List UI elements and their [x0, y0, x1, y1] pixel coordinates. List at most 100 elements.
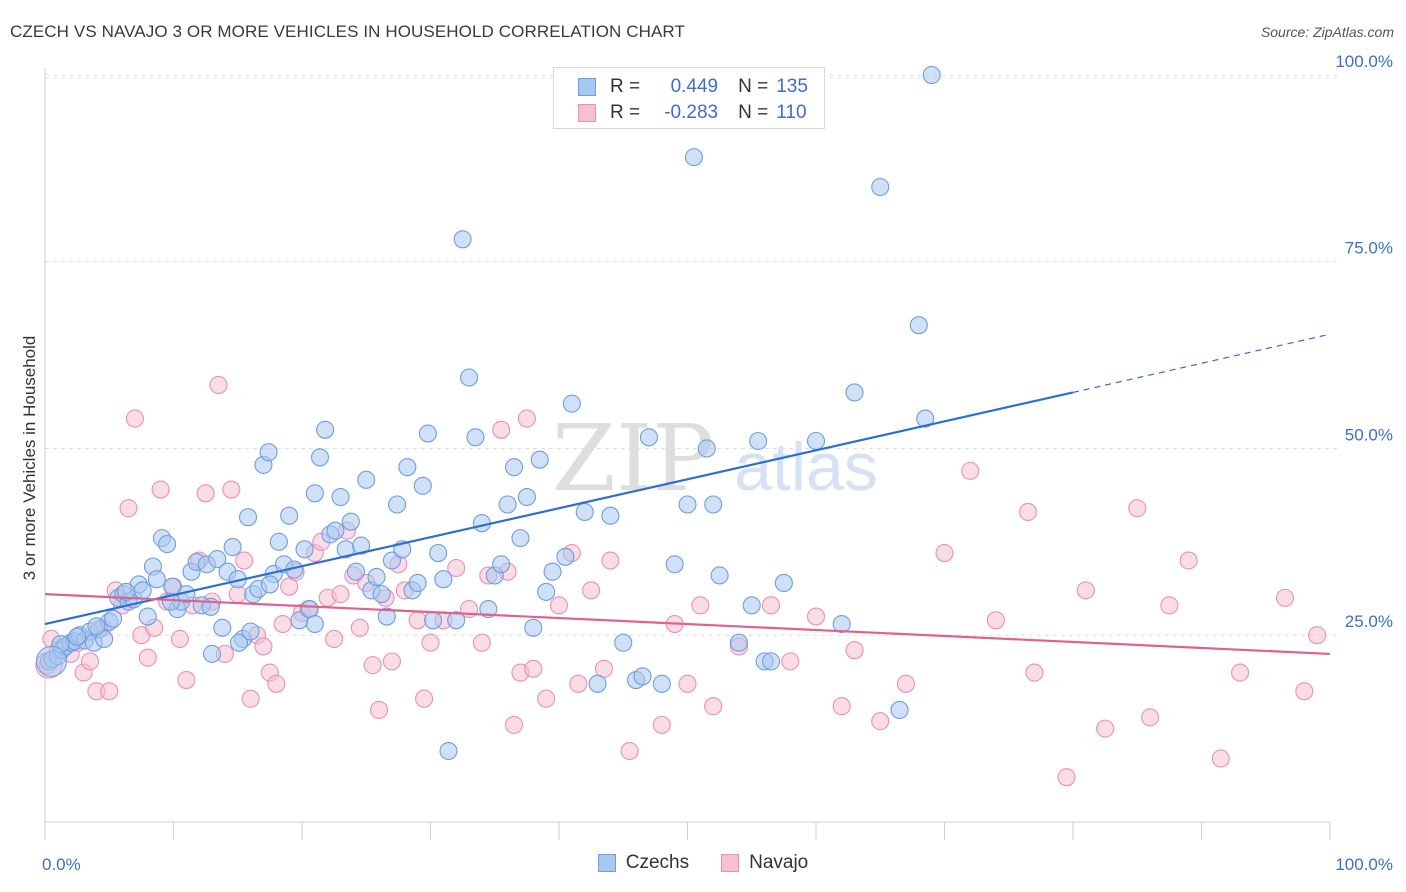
watermark-zip: ZIP: [552, 405, 714, 512]
navajo-point: [408, 611, 427, 630]
navajo-point: [1076, 581, 1095, 600]
czechs-point: [704, 495, 723, 514]
czechs-point: [601, 506, 620, 525]
czechs-point: [459, 368, 479, 387]
r-value: 0.449: [670, 76, 719, 97]
legend-item-navajo[interactable]: Navajo: [721, 852, 808, 874]
navajo-point: [170, 629, 189, 649]
czechs-point: [280, 506, 299, 525]
n-label: N =: [738, 76, 769, 97]
navajo-point: [177, 671, 196, 690]
czechs-point: [429, 544, 448, 563]
x-tick-label-max: 100.0%: [1335, 855, 1393, 874]
navajo-point: [325, 629, 344, 649]
czechs-point: [761, 652, 781, 671]
czechs-point: [260, 575, 279, 594]
navajo-point: [151, 480, 170, 499]
czechs-point: [922, 65, 941, 84]
navajo-point: [517, 409, 536, 428]
czechs-point: [213, 618, 232, 637]
n-value: 135: [776, 76, 808, 97]
czechs-point: [845, 383, 864, 402]
navajo-point: [549, 596, 569, 615]
correlation-legend: R = 0.449 N = 135 R = -0.283 N = 110: [553, 67, 825, 129]
navajo-point: [620, 741, 639, 761]
czechs-point: [305, 484, 324, 503]
czechs-point: [424, 611, 443, 630]
navajo-point: [678, 674, 697, 693]
czechs-point: [408, 573, 427, 592]
tick-labels: 25.0% 50.0% 75.0% 100.0% 0.0% 100.0%: [42, 52, 1393, 874]
n-label: N =: [738, 102, 769, 123]
czechs-point: [633, 667, 652, 686]
y-tick-label: 50.0%: [1345, 425, 1393, 444]
czechs-point: [316, 420, 335, 439]
navajo-point: [138, 648, 157, 667]
navajo-point: [704, 697, 723, 716]
czechs-point: [524, 618, 543, 637]
czechs-point: [229, 633, 249, 652]
czechs-point: [832, 614, 851, 634]
navajo-point: [80, 652, 100, 671]
czechs-point: [710, 566, 729, 585]
r-value: -0.283: [664, 102, 719, 123]
navajo-point: [447, 558, 466, 578]
navajo-point: [472, 633, 491, 652]
navajo-point: [1179, 551, 1198, 570]
czechs-point: [498, 495, 517, 514]
navajo-point: [935, 544, 954, 563]
czechs-point: [890, 700, 909, 719]
navajo-point: [100, 682, 119, 701]
navajo-point: [845, 641, 864, 660]
navajo-point: [331, 585, 350, 604]
navajo-point: [986, 611, 1005, 630]
czechs-point: [530, 450, 549, 469]
czechs-point: [241, 622, 260, 641]
czechs-point: [774, 573, 793, 592]
czechs-point: [543, 562, 562, 581]
czechs-point: [639, 428, 659, 447]
czechs-point: [479, 600, 498, 619]
czechs-point: [614, 633, 633, 652]
czechs-point: [326, 521, 345, 540]
series-legend: Czechs Navajo: [0, 852, 1406, 874]
czechs-point: [158, 535, 177, 554]
navajo-point: [601, 551, 620, 570]
czechs-swatch: [578, 78, 596, 96]
czechs-point: [372, 585, 391, 604]
czechs-point: [138, 607, 157, 626]
x-tick-label-min: 0.0%: [42, 855, 81, 874]
navajo-point: [492, 420, 511, 439]
navajo-point: [382, 652, 402, 671]
czechs-point: [367, 567, 386, 587]
czechs-point: [352, 536, 371, 555]
czechs-point: [116, 582, 136, 601]
navajo-trend-line: [44, 593, 1331, 656]
navajo-point: [363, 656, 382, 675]
czechs-point: [665, 555, 684, 574]
czechs-point: [104, 609, 123, 628]
navajo-point: [1308, 626, 1327, 645]
navajo-point: [125, 409, 144, 428]
czechs-point: [238, 508, 258, 527]
navajo-point: [1057, 768, 1076, 787]
navajo-point: [1025, 663, 1044, 682]
source-label: Source: ZipAtlas.com: [1260, 24, 1394, 40]
czechs-point: [203, 644, 222, 663]
czechs-points: [35, 65, 941, 761]
navajo-point: [1295, 682, 1314, 701]
y-tick-label: 75.0%: [1345, 239, 1393, 258]
czechs-point: [742, 596, 761, 615]
navajo-point: [196, 484, 215, 503]
navajo-point: [691, 596, 710, 615]
czechs-point: [295, 540, 314, 559]
czechs-point: [346, 562, 366, 581]
czechs-point: [517, 487, 536, 507]
czechs-point: [377, 607, 396, 626]
czechs-point: [439, 741, 458, 761]
czechs-point: [418, 424, 437, 443]
y-axis-label: 3 or more Vehicles in Household: [20, 335, 39, 581]
navajo-point: [1275, 588, 1295, 607]
legend-item-czechs[interactable]: Czechs: [597, 852, 689, 874]
